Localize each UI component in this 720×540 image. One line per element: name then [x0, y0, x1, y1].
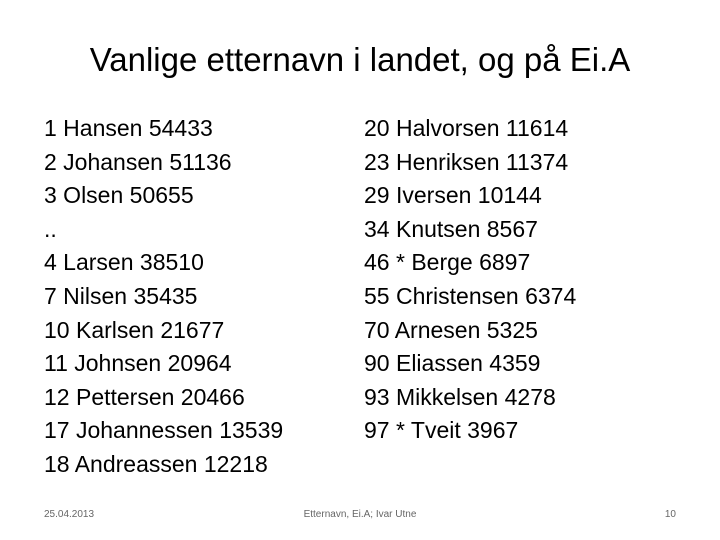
list-item: 97 * Tveit 3967: [364, 417, 519, 444]
list-item: 11 Johnsen 20964: [44, 350, 232, 377]
list-item: 23 Henriksen 11374: [364, 148, 569, 175]
list-item: 18 Andreassen 12218: [44, 450, 268, 477]
list-item: 20 Halvorsen 11614: [364, 115, 569, 141]
list-item: 70 Arnesen 5325: [364, 316, 538, 343]
list-item: 4 Larsen 38510: [44, 249, 204, 276]
page-number: 10: [664, 509, 676, 520]
list-item: 2 Johansen 51136: [44, 148, 232, 175]
footer-caption: Etternavn, Ei.A; Ivar Utne: [303, 509, 417, 520]
list-item: 7 Nilsen 35435: [44, 282, 198, 309]
list-item: 93 Mikkelsen 4278: [364, 383, 556, 410]
slide-title: Vanlige etternavn i landet, og på Ei.A: [89, 41, 631, 78]
list-item: 29 Iversen 10144: [364, 182, 542, 209]
list-item: 46 * Berge 6897: [364, 249, 531, 276]
left-surname-list: 1 Hansen 54433 2 Johansen 51136 3 Olsen …: [44, 112, 283, 482]
footer-date: 25.04.2013: [44, 509, 95, 520]
list-item: 3 Olsen 50655: [44, 182, 194, 209]
list-item: 90 Eliassen 4359: [364, 350, 541, 377]
list-item: 55 Christensen 6374: [364, 282, 577, 309]
list-item: 12 Pettersen 20466: [44, 383, 245, 410]
list-item: 17 Johannessen 13539: [44, 417, 284, 444]
list-item: ..: [44, 215, 57, 242]
list-item: 1 Hansen 54433: [44, 115, 213, 141]
list-item: 10 Karlsen 21677: [44, 316, 225, 343]
list-item: 34 Knutsen 8567: [364, 215, 538, 242]
right-surname-list: 20 Halvorsen 11614 23 Henriksen 11374 29…: [364, 112, 576, 448]
